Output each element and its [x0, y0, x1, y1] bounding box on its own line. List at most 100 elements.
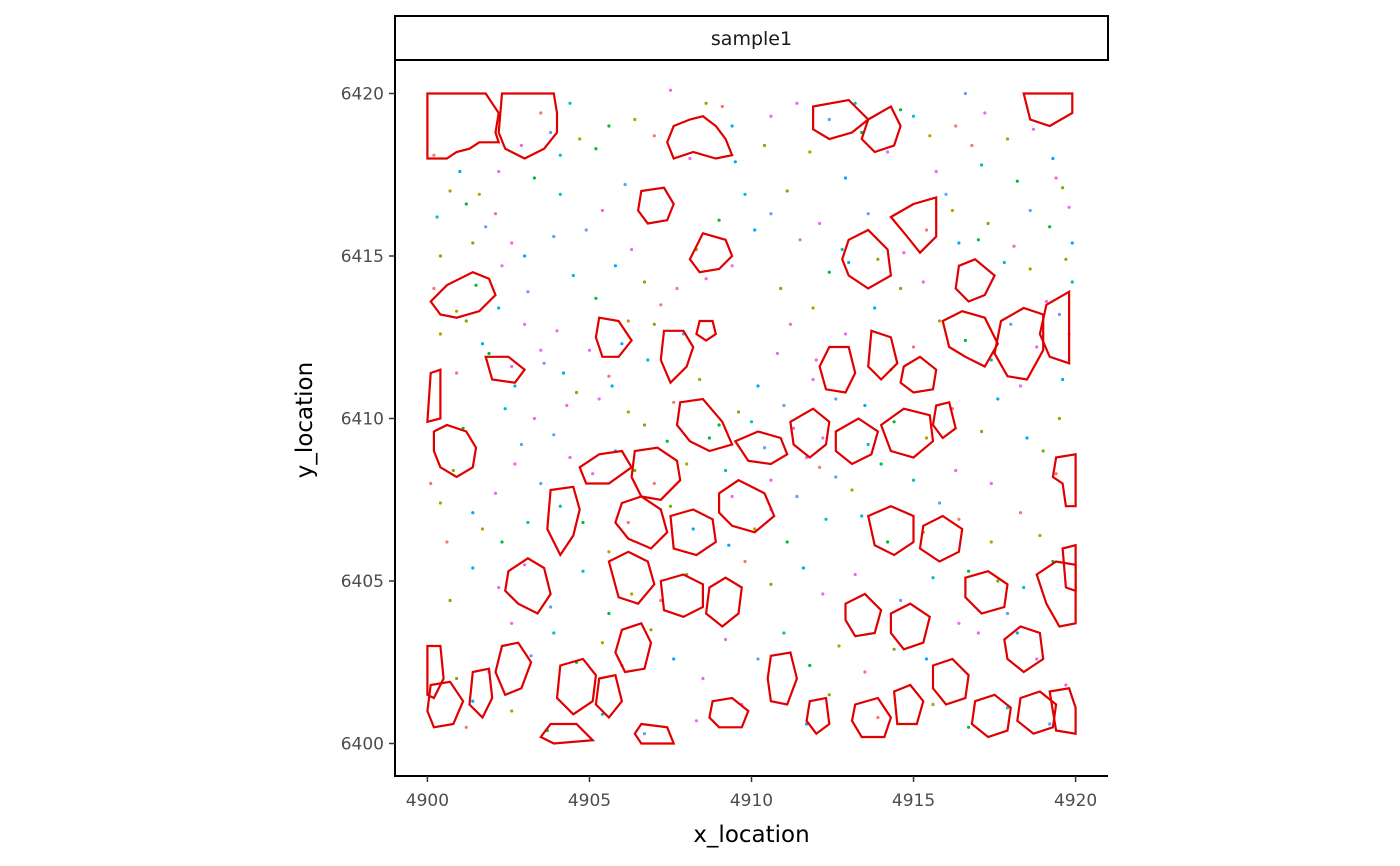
cell-boundary — [578, 449, 634, 485]
transcript-point — [996, 397, 1000, 401]
transcript-point — [717, 423, 721, 427]
transcript-point — [1028, 267, 1032, 271]
transcript-point — [724, 468, 728, 473]
transcript-point — [785, 540, 789, 544]
cell-boundary — [695, 319, 718, 342]
cell-boundary — [1022, 92, 1074, 128]
transcript-point — [1064, 257, 1068, 261]
transcript-point — [1064, 683, 1068, 687]
facet-strip: sample1 — [394, 15, 1109, 61]
transcript-point — [471, 241, 475, 245]
transcript-point — [730, 264, 734, 268]
transcript-point — [626, 319, 630, 323]
transcript-point — [989, 540, 993, 544]
x-axis-title: x_location — [693, 822, 809, 848]
transcript-point — [1015, 631, 1019, 635]
transcript-point — [497, 169, 501, 174]
transcript-point — [989, 358, 993, 362]
transcript-point — [1015, 179, 1019, 183]
transcript-point — [672, 400, 676, 404]
transcript-point — [970, 143, 974, 148]
cell-boundary — [426, 368, 442, 424]
transcript-point — [568, 455, 572, 460]
cell-boundary — [892, 683, 925, 726]
axes: 4900 4905 4910 4915 4920 6400 6405 6410 6415 642… — [341, 61, 1108, 811]
cell-boundary — [805, 696, 831, 736]
transcript-point — [584, 228, 588, 232]
transcript-point — [1031, 127, 1036, 131]
transcript-point — [480, 527, 485, 531]
transcript-point — [503, 407, 507, 411]
transcript-point — [879, 462, 883, 466]
transcript-point — [493, 491, 498, 495]
panel — [395, 61, 1108, 776]
cell-boundary — [733, 430, 789, 466]
transcript-point — [477, 192, 481, 196]
transcript-point — [976, 238, 981, 242]
transcript-point — [720, 104, 724, 109]
transcript-point — [539, 348, 543, 352]
transcript-point — [526, 520, 530, 525]
transcript-point — [843, 176, 848, 180]
transcript-point — [652, 481, 656, 486]
transcript-point — [497, 585, 501, 590]
transcript-point — [779, 286, 783, 291]
cell-boundary — [494, 641, 533, 697]
cell-boundary — [841, 228, 893, 290]
transcript-point — [455, 371, 459, 375]
transcript-point — [957, 517, 961, 521]
transcript-point — [1035, 345, 1039, 349]
transcript-point — [432, 153, 436, 157]
transcript-point — [788, 322, 793, 326]
transcript-point — [552, 433, 556, 437]
cell-boundary — [659, 573, 705, 618]
transcript-point — [957, 241, 961, 245]
transcript-point — [843, 332, 848, 336]
transcript-point — [782, 403, 786, 408]
transcript-point — [1012, 244, 1016, 248]
transcript-point — [542, 361, 546, 365]
transcript-point — [558, 504, 562, 508]
transcript-point — [1028, 208, 1032, 213]
transcript-point — [552, 631, 556, 635]
transcript-point — [1005, 611, 1010, 616]
x-tick-label: 4905 — [568, 791, 611, 811]
transcript-point — [847, 260, 851, 265]
transcript-point — [934, 169, 938, 174]
transcript-point — [911, 345, 916, 349]
transcript-point — [701, 676, 705, 681]
transcript-point — [510, 709, 514, 713]
transcript-point — [432, 286, 436, 291]
transcript-point — [1061, 377, 1065, 382]
transcript-point — [668, 88, 673, 92]
cell-boundary — [1038, 289, 1071, 365]
cell-boundary — [844, 592, 883, 638]
cell-boundary — [931, 657, 970, 706]
transcript-point — [749, 420, 754, 424]
transcript-point — [455, 309, 459, 313]
transcript-point — [850, 488, 854, 492]
transcript-point — [497, 306, 501, 310]
transcript-point — [600, 712, 605, 716]
transcript-point — [795, 101, 799, 105]
transcript-point — [808, 663, 812, 668]
cell-boundary — [666, 115, 734, 160]
transcript-point — [526, 290, 530, 294]
transcript-point — [523, 254, 527, 258]
transcript-point — [827, 270, 831, 274]
transcript-point — [539, 111, 543, 115]
transcript-point — [1048, 225, 1052, 229]
transcript-point — [986, 221, 990, 226]
cell-boundary — [555, 657, 598, 716]
cell-boundary — [931, 400, 957, 440]
transcript-point — [957, 621, 961, 625]
transcript-point — [950, 208, 955, 213]
transcript-point — [928, 134, 932, 138]
transcript-point — [610, 384, 614, 388]
transcript-point — [607, 611, 611, 616]
transcript-point — [1038, 533, 1042, 538]
transcript-point — [630, 247, 634, 252]
transcript-point — [834, 397, 838, 401]
y-axis-title: y_location — [292, 362, 318, 478]
transcript-point — [840, 247, 844, 252]
